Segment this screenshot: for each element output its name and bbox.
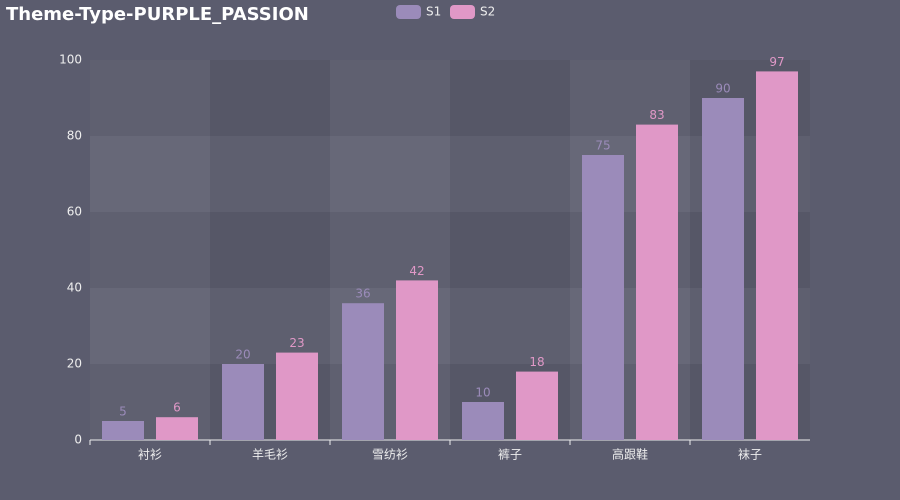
- value-label: 90: [715, 82, 730, 96]
- y-tick-label: 40: [67, 281, 82, 295]
- x-tick-label: 羊毛衫: [252, 447, 288, 462]
- split-area: [90, 60, 210, 440]
- value-label: 83: [649, 108, 664, 122]
- x-tick-label: 裤子: [498, 448, 522, 462]
- value-label: 6: [173, 401, 181, 415]
- legend-swatch: [396, 5, 421, 19]
- y-tick-label: 20: [67, 357, 82, 371]
- bar: [702, 98, 744, 440]
- grid-band: [90, 136, 810, 212]
- legend-label: S2: [480, 5, 495, 19]
- y-tick-label: 0: [74, 433, 82, 447]
- bar: [756, 71, 798, 441]
- x-tick-label: 高跟鞋: [612, 447, 648, 462]
- bar: [222, 364, 264, 440]
- bar: [516, 371, 558, 440]
- value-label: 5: [119, 405, 127, 419]
- y-tick-label: 60: [67, 205, 82, 219]
- value-label: 97: [769, 55, 784, 69]
- bar: [636, 124, 678, 440]
- legend-swatch: [450, 5, 475, 19]
- bar: [156, 417, 198, 440]
- x-tick-label: 袜子: [738, 448, 762, 462]
- value-label: 75: [595, 139, 610, 153]
- chart-title: Theme-Type-PURPLE_PASSION: [6, 4, 309, 25]
- x-tick-label: 衬衫: [138, 448, 162, 462]
- bar: [396, 280, 438, 440]
- y-tick-label: 80: [67, 129, 82, 143]
- x-tick-label: 雪纺衫: [372, 448, 408, 462]
- grid-band: [90, 288, 810, 364]
- value-label: 20: [235, 348, 250, 362]
- value-label: 42: [409, 264, 424, 278]
- bar: [276, 352, 318, 440]
- bar: [582, 155, 624, 440]
- bar: [462, 402, 504, 440]
- y-tick-label: 100: [59, 53, 82, 67]
- value-label: 18: [529, 355, 544, 369]
- value-label: 10: [475, 386, 490, 400]
- value-label: 36: [355, 287, 370, 301]
- bar: [102, 421, 144, 440]
- value-label: 23: [289, 336, 304, 350]
- legend-label: S1: [426, 5, 441, 19]
- bar: [342, 303, 384, 440]
